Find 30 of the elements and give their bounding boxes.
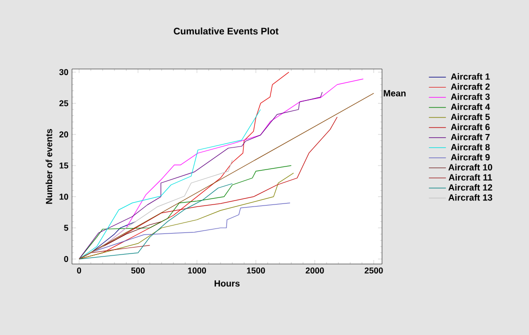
legend-label: Aircraft 6 xyxy=(450,124,490,130)
legend-label: Aircraft 1 xyxy=(450,73,490,80)
y-axis-title: Number of events xyxy=(46,129,52,204)
x-tick-label: 500 xyxy=(131,268,145,274)
y-tick-label: 5 xyxy=(64,224,68,231)
legend-label: Aircraft 3 xyxy=(450,93,490,100)
y-tick-label: 25 xyxy=(59,100,68,106)
y-tick-label: 20 xyxy=(59,131,68,138)
legend-label: Aircraft 13 xyxy=(448,194,492,201)
x-tick-label: 1000 xyxy=(188,268,206,274)
legend-label: Aircraft 4 xyxy=(450,103,490,110)
legend-label: Aircraft 2 xyxy=(450,83,490,90)
x-tick-label: 1500 xyxy=(246,268,265,274)
chart-title: Cumulative Events Plot xyxy=(174,28,278,34)
legend-label: Aircraft 12 xyxy=(448,184,492,191)
legend-label: Aircraft 7 xyxy=(450,134,490,140)
y-tick-label: 30 xyxy=(59,69,68,76)
x-tick-label: 2000 xyxy=(306,268,324,274)
y-tick-label: 15 xyxy=(60,162,68,169)
legend-label: Aircraft 8 xyxy=(450,144,490,150)
y-tick-label: 10 xyxy=(60,194,68,200)
x-tick-label: 2500 xyxy=(364,268,383,274)
legend-label: Aircraft 10 xyxy=(448,164,492,170)
x-axis-title: Hours xyxy=(214,280,240,287)
legend-label: Aircraft 9 xyxy=(450,154,490,160)
legend-label: Aircraft 11 xyxy=(448,174,492,181)
series-label: Mean xyxy=(384,90,406,96)
y-tick-label: 0 xyxy=(64,256,68,262)
legend-label: Aircraft 5 xyxy=(450,113,490,120)
x-tick-label: 0 xyxy=(77,268,82,274)
